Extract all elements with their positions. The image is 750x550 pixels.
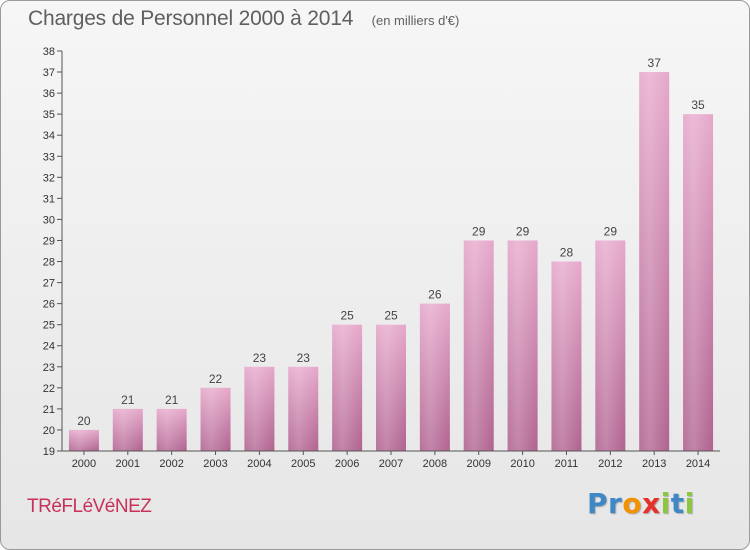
x-tick-label-2011: 2011: [555, 458, 579, 470]
x-tick-label-2000: 2000: [72, 458, 96, 470]
y-tick-label-28: 28: [43, 257, 55, 269]
x-tick-label-2009: 2009: [466, 458, 490, 470]
y-tick-label-26: 26: [43, 299, 55, 311]
x-tick-label-2014: 2014: [686, 458, 710, 470]
x-tick-label-2008: 2008: [423, 458, 447, 470]
value-label-2013: 37: [648, 56, 662, 70]
value-label-2003: 22: [209, 372, 223, 386]
value-label-2008: 26: [428, 288, 442, 302]
value-label-2010: 29: [516, 224, 530, 238]
y-tick-label-20: 20: [43, 425, 55, 437]
y-tick-label-32: 32: [43, 172, 55, 184]
logo-letter-4: i: [660, 487, 671, 520]
value-label-2007: 25: [384, 309, 398, 323]
bar-shine-2004: [244, 366, 275, 451]
chart-title: Charges de Personnel 2000 à 2014: [28, 7, 354, 30]
x-tick-label-2012: 2012: [598, 458, 622, 470]
x-tick-label-2002: 2002: [159, 458, 183, 470]
value-label-2006: 25: [340, 309, 354, 323]
bar-shine-2012: [595, 240, 626, 451]
value-label-2011: 28: [560, 246, 574, 260]
y-tick-label-21: 21: [43, 404, 55, 416]
logo-letter-5: t: [670, 487, 685, 520]
y-tick-label-37: 37: [43, 67, 55, 79]
y-tick-label-36: 36: [43, 88, 55, 100]
y-tick-label-25: 25: [43, 320, 55, 332]
y-tick-label-27: 27: [43, 278, 55, 290]
logo-letter-1: r: [608, 487, 623, 520]
bar-shine-2001: [112, 408, 143, 451]
bar-shine-2009: [463, 240, 494, 451]
y-tick-label-38: 38: [43, 46, 55, 58]
x-tick-label-2001: 2001: [116, 458, 140, 470]
y-tick-label-30: 30: [43, 214, 55, 226]
axes-layer: 2000 2001 2002 2003 2004 2005 2006 2007 2008 2009…: [43, 46, 720, 470]
x-tick-label-2006: 2006: [335, 458, 359, 470]
value-label-2000: 20: [77, 414, 91, 428]
value-labels-layer: 20 21 21 22 23 23 25 25 26 29 29 28 29 37 35: [77, 56, 705, 428]
bar-shine-2000: [68, 429, 99, 451]
value-label-2014: 35: [691, 98, 705, 112]
commune-name: TRéFLéVéNEZ: [27, 496, 152, 517]
logo-letter-3: x: [642, 487, 661, 520]
y-tick-label-31: 31: [43, 193, 55, 205]
bar-shine-2013: [639, 72, 670, 451]
bar-shine-2011: [551, 261, 582, 451]
x-tick-label-2003: 2003: [203, 458, 227, 470]
y-tick-label-29: 29: [43, 235, 55, 247]
x-tick-label-2004: 2004: [247, 458, 271, 470]
bar-shine-2008: [419, 303, 450, 451]
bar-shine-2003: [200, 387, 231, 451]
logo-letter-6: i: [684, 487, 695, 520]
chart-subtitle: (en milliers d'€): [371, 13, 460, 28]
proxiti-logo: Proxiti: [587, 487, 695, 520]
value-label-2012: 29: [604, 224, 618, 238]
value-label-2009: 29: [472, 224, 486, 238]
logo-letter-0: P: [587, 487, 609, 520]
y-tick-label-34: 34: [43, 130, 55, 142]
logo-letter-2: o: [622, 487, 643, 520]
value-label-2001: 21: [121, 393, 135, 407]
bar-shine-2007: [376, 324, 406, 451]
bar-shine-2010: [507, 240, 538, 451]
x-tick-label-2007: 2007: [379, 458, 403, 470]
y-tick-label-33: 33: [43, 151, 55, 163]
y-tick-label-24: 24: [43, 341, 55, 353]
y-tick-label-19: 19: [43, 446, 55, 458]
bar-shine-2002: [156, 408, 187, 451]
x-tick-label-2010: 2010: [510, 458, 534, 470]
value-label-2005: 23: [297, 351, 311, 365]
title-row: Charges de Personnel 2000 à 2014 (en mil…: [28, 7, 459, 31]
x-tick-label-2005: 2005: [291, 458, 315, 470]
y-tick-label-35: 35: [43, 109, 55, 121]
y-tick-label-22: 22: [43, 383, 55, 395]
value-label-2002: 21: [165, 393, 179, 407]
bar-shine-2006: [332, 324, 363, 451]
y-tick-label-23: 23: [43, 362, 55, 374]
x-tick-label-2013: 2013: [642, 458, 666, 470]
value-label-2004: 23: [253, 351, 267, 365]
bars-layer: [68, 72, 714, 451]
bar-shine-2014: [683, 114, 714, 451]
bar-shine-2005: [288, 366, 319, 451]
